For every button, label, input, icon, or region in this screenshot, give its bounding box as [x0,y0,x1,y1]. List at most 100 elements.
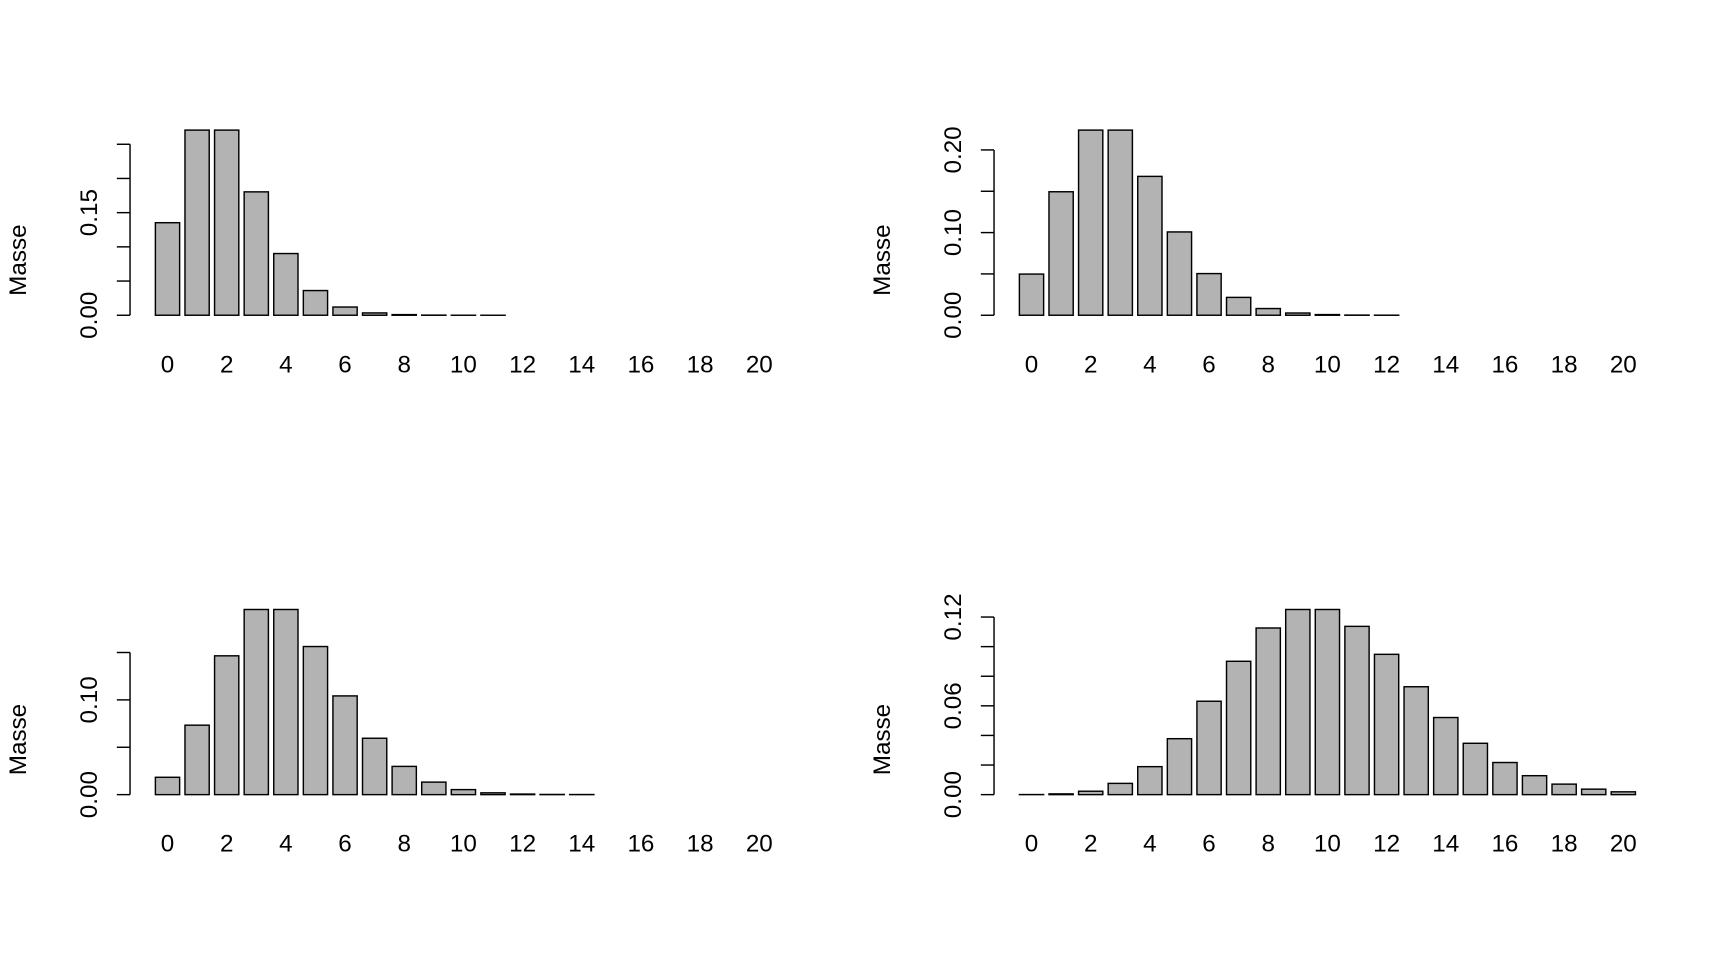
bar [1079,130,1103,315]
x-tick-label: 20 [1610,831,1637,858]
bar [1286,313,1310,315]
y-tick-label: 0.00 [940,771,967,818]
x-tick-label: 10 [450,351,477,378]
bar [185,725,209,794]
y-axis-label: Masse [5,224,32,295]
bar [1197,701,1221,794]
x-tick-label: 2 [1084,351,1097,378]
y-tick-label: 0.06 [940,682,967,729]
bar [1049,794,1073,795]
bar [1227,661,1251,794]
bar [1049,192,1073,315]
bar [1019,274,1043,315]
x-tick-label: 12 [1373,831,1400,858]
bar [155,223,179,316]
bar [1138,767,1162,795]
x-tick-label: 20 [746,351,773,378]
x-tick-label: 16 [627,351,654,378]
x-tick-label: 6 [338,351,351,378]
bar [451,790,475,795]
x-tick-label: 16 [1491,351,1518,378]
bar [1108,783,1132,794]
y-tick-label: 0.10 [76,676,103,723]
x-tick-label: 8 [397,351,410,378]
x-tick-label: 16 [1491,831,1518,858]
x-tick-label: 14 [568,351,595,378]
bar [155,777,179,794]
bar [1138,176,1162,315]
x-tick-label: 12 [509,351,536,378]
x-tick-label: 18 [1551,831,1578,858]
bar [1493,763,1517,795]
x-tick-label: 2 [220,831,233,858]
y-tick-label: 0.00 [76,771,103,818]
x-tick-label: 10 [450,831,477,858]
y-axis-label: Masse [869,224,896,295]
bar [215,130,239,315]
x-tick-label: 2 [1084,831,1097,858]
x-tick-label: 4 [1143,831,1156,858]
x-tick-label: 16 [627,831,654,858]
x-tick-label: 20 [746,831,773,858]
bar [363,738,387,794]
bar [1227,297,1251,315]
x-tick-label: 4 [279,831,292,858]
x-tick-label: 10 [1314,831,1341,858]
bar [185,130,209,315]
x-tick-label: 12 [509,831,536,858]
x-tick-label: 18 [1551,351,1578,378]
bar [1522,776,1546,795]
x-tick-label: 0 [1025,831,1038,858]
x-tick-label: 18 [687,831,714,858]
bar [1463,743,1487,794]
x-tick-label: 12 [1373,351,1400,378]
x-tick-label: 2 [220,351,233,378]
bar [1286,609,1310,794]
x-tick-label: 6 [338,831,351,858]
x-tick-label: 8 [1261,351,1274,378]
bar [244,609,268,794]
y-axis-label: Masse [5,704,32,775]
y-tick-label: 0.10 [940,209,967,256]
bar [1079,791,1103,794]
bar [1167,232,1191,315]
bar [1167,739,1191,795]
x-tick-label: 0 [161,831,174,858]
bar [510,794,534,795]
bar [422,782,446,795]
bar [481,793,505,795]
y-tick-label: 0.15 [76,189,103,236]
bar [1552,784,1576,795]
bar [1611,792,1635,795]
bar [363,313,387,315]
x-tick-label: 8 [397,831,410,858]
x-tick-label: 18 [687,351,714,378]
x-tick-label: 14 [1432,351,1459,378]
y-axis-label: Masse [869,704,896,775]
y-tick-label: 0.00 [940,292,967,339]
bar [244,192,268,315]
x-tick-label: 4 [1143,351,1156,378]
y-tick-label: 0.00 [76,292,103,339]
bar [392,315,416,316]
bar [1404,687,1428,795]
x-tick-label: 0 [1025,351,1038,378]
bar [274,254,298,316]
x-tick-label: 0 [161,351,174,378]
x-tick-label: 20 [1610,351,1637,378]
x-tick-label: 14 [568,831,595,858]
bar [1434,718,1458,795]
bar [333,696,357,795]
bar [1582,789,1606,794]
y-tick-label: 0.20 [940,126,967,173]
bar [1108,130,1132,315]
x-tick-label: 6 [1202,351,1215,378]
bar [1197,274,1221,316]
x-tick-label: 10 [1314,351,1341,378]
bar [1256,628,1280,795]
bar [1374,654,1398,794]
x-tick-label: 4 [279,351,292,378]
bar [333,307,357,315]
bar [1345,626,1369,794]
